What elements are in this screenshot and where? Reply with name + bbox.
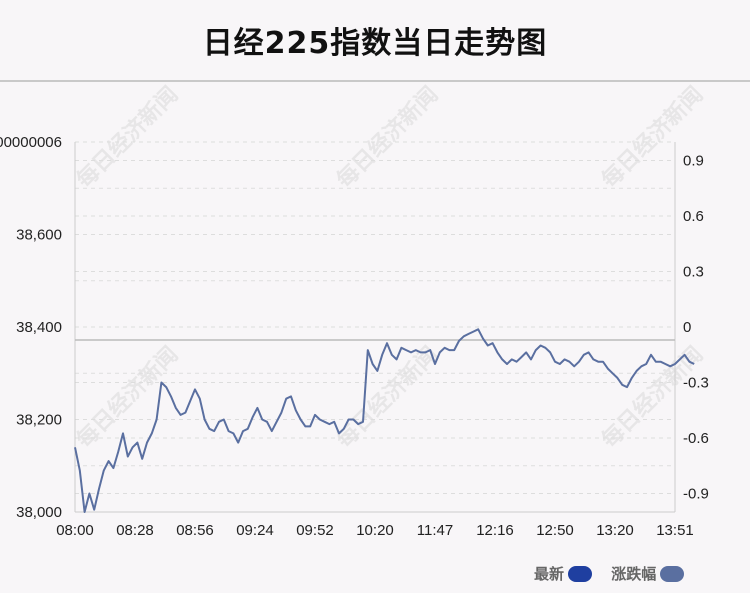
grid <box>75 141 675 494</box>
legend-label-latest: 最新 <box>534 565 565 583</box>
y-left-tick-label: 38,600 <box>16 227 62 244</box>
y-right-tick-label: 0.9 <box>683 153 704 170</box>
y-left-tick-label: 38,000 <box>16 504 62 521</box>
y-right-tick-label: 0.6 <box>683 208 704 225</box>
legend: 最新 涨跌幅 <box>534 563 685 584</box>
title-divider <box>0 80 750 82</box>
x-tick-label: 09:24 <box>236 522 274 539</box>
legend-swatch-change <box>660 566 685 582</box>
axes <box>74 142 676 513</box>
x-tick-label: 09:52 <box>296 522 334 539</box>
x-tick-label: 08:28 <box>116 522 154 539</box>
legend-swatch-latest <box>568 566 593 582</box>
series <box>74 328 695 513</box>
y-right-tick-label: -0.6 <box>683 430 709 447</box>
series-line-change <box>74 328 695 513</box>
x-tick-label: 12:50 <box>536 522 574 539</box>
y-left-tick-label: 38,200 <box>16 412 62 429</box>
x-tick-label: 13:51 <box>656 522 694 539</box>
chart-title: 日经225指数当日走势图 <box>202 26 548 61</box>
x-tick-label: 12:16 <box>476 522 514 539</box>
y-right-tick-label: -0.3 <box>683 375 709 392</box>
x-tick-label: 11:47 <box>417 522 453 539</box>
x-tick-label: 08:56 <box>176 522 214 539</box>
y-right-tick-label: 0 <box>683 319 691 336</box>
x-tick-label: 10:20 <box>356 522 394 539</box>
y-right-tick-label: 0.3 <box>683 264 704 281</box>
x-tick-label: 13:20 <box>596 522 634 539</box>
y-right-tick-label: -0.9 <box>683 486 709 503</box>
y-left-tick-label: 38,400 <box>16 319 62 336</box>
tick-labels: 38,000 38,200 38,400 38,600 38800.0000000006… <box>0 134 709 539</box>
legend-label-change: 涨跌幅 <box>611 565 657 583</box>
x-tick-label: 08:00 <box>56 522 94 539</box>
